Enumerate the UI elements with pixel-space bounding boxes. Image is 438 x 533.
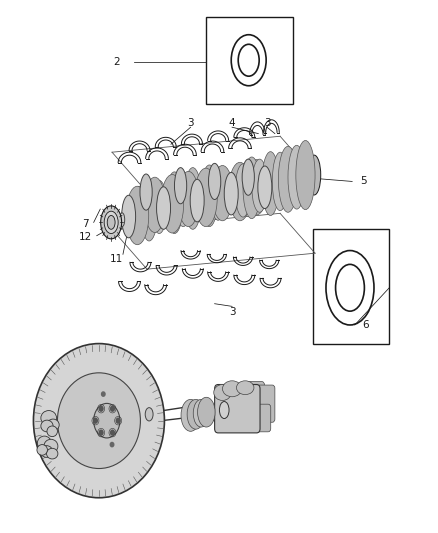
Ellipse shape <box>272 152 288 211</box>
Ellipse shape <box>44 439 58 453</box>
Ellipse shape <box>208 164 221 199</box>
Ellipse shape <box>166 172 183 233</box>
Ellipse shape <box>37 436 51 450</box>
Ellipse shape <box>194 168 217 227</box>
Text: 6: 6 <box>362 320 369 330</box>
Ellipse shape <box>201 165 218 227</box>
Ellipse shape <box>37 445 47 455</box>
Text: 11: 11 <box>110 254 123 263</box>
Circle shape <box>99 430 104 436</box>
Bar <box>206 17 293 104</box>
Ellipse shape <box>190 179 204 222</box>
Ellipse shape <box>212 165 233 221</box>
Ellipse shape <box>47 426 57 437</box>
Circle shape <box>102 392 105 396</box>
Ellipse shape <box>229 163 251 221</box>
Ellipse shape <box>223 381 242 397</box>
Ellipse shape <box>296 141 315 209</box>
Ellipse shape <box>140 174 152 210</box>
Text: 3: 3 <box>229 306 235 317</box>
Text: 3: 3 <box>264 118 270 128</box>
Ellipse shape <box>237 381 254 394</box>
Text: 9: 9 <box>76 397 83 407</box>
FancyBboxPatch shape <box>245 382 265 417</box>
Circle shape <box>116 417 121 424</box>
FancyBboxPatch shape <box>254 404 271 432</box>
Ellipse shape <box>145 177 165 232</box>
Text: 8: 8 <box>146 445 152 455</box>
Ellipse shape <box>210 167 226 220</box>
Circle shape <box>110 406 115 412</box>
Ellipse shape <box>181 399 200 431</box>
Bar <box>313 229 389 344</box>
Ellipse shape <box>33 344 164 498</box>
Ellipse shape <box>178 171 199 227</box>
Ellipse shape <box>57 373 141 469</box>
Ellipse shape <box>145 408 153 421</box>
Ellipse shape <box>307 155 321 195</box>
Ellipse shape <box>41 420 53 432</box>
FancyBboxPatch shape <box>258 385 275 422</box>
Ellipse shape <box>40 446 53 457</box>
Ellipse shape <box>101 206 122 239</box>
Ellipse shape <box>235 164 251 217</box>
Ellipse shape <box>151 180 167 233</box>
Ellipse shape <box>252 159 268 212</box>
Ellipse shape <box>243 157 261 219</box>
Ellipse shape <box>279 147 297 212</box>
Ellipse shape <box>187 399 205 429</box>
Ellipse shape <box>198 397 215 427</box>
Text: 3: 3 <box>187 118 194 128</box>
Ellipse shape <box>132 186 148 239</box>
Ellipse shape <box>224 172 238 215</box>
Ellipse shape <box>122 195 136 238</box>
Circle shape <box>99 406 104 412</box>
Circle shape <box>93 417 98 424</box>
Ellipse shape <box>246 160 267 215</box>
Ellipse shape <box>156 187 170 229</box>
Ellipse shape <box>94 403 120 438</box>
FancyBboxPatch shape <box>215 384 260 433</box>
Ellipse shape <box>107 215 115 229</box>
Text: 10: 10 <box>49 453 62 463</box>
Text: 4: 4 <box>229 118 235 128</box>
Text: 7: 7 <box>82 219 89 229</box>
Ellipse shape <box>242 159 254 195</box>
Ellipse shape <box>174 167 187 204</box>
Ellipse shape <box>219 401 229 418</box>
Circle shape <box>110 430 115 436</box>
Text: 7: 7 <box>222 418 229 429</box>
Text: 12: 12 <box>79 232 92 243</box>
Ellipse shape <box>120 213 125 227</box>
Ellipse shape <box>46 448 58 459</box>
Ellipse shape <box>41 410 57 425</box>
Ellipse shape <box>193 399 209 427</box>
Ellipse shape <box>47 419 59 431</box>
Ellipse shape <box>126 186 149 245</box>
Ellipse shape <box>104 211 118 233</box>
Ellipse shape <box>184 167 201 229</box>
Text: 2: 2 <box>113 57 120 67</box>
Ellipse shape <box>161 174 184 233</box>
Circle shape <box>110 442 114 447</box>
Ellipse shape <box>262 152 279 215</box>
Ellipse shape <box>175 173 191 227</box>
Ellipse shape <box>214 384 231 400</box>
Text: 5: 5 <box>360 176 367 187</box>
Ellipse shape <box>258 166 272 208</box>
Ellipse shape <box>141 179 158 241</box>
Ellipse shape <box>288 146 305 209</box>
